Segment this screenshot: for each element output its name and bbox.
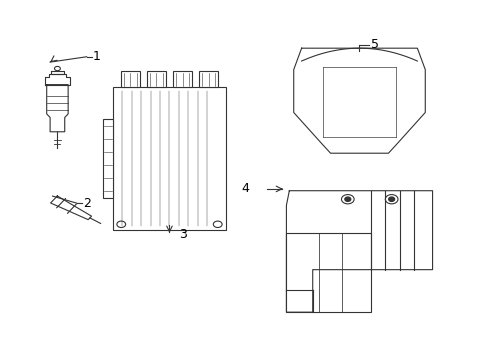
Bar [147,71,166,87]
Text: 5: 5 [371,39,379,51]
Bar [121,71,140,87]
Text: 4: 4 [241,183,249,195]
Text: 2: 2 [83,197,91,210]
Bar [114,87,225,230]
Text: 1: 1 [93,50,101,63]
Bar [173,71,192,87]
Bar [287,233,371,312]
Circle shape [345,197,351,201]
Circle shape [389,197,394,201]
Bar [199,71,218,87]
Text: 3: 3 [179,228,187,241]
Bar [103,119,114,198]
